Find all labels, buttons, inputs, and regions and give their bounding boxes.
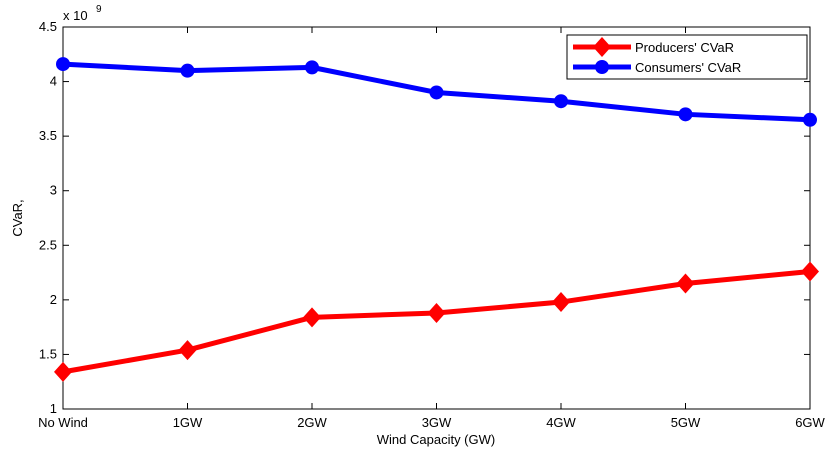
point [427,302,446,323]
x-tick-label: 6GW [795,415,825,430]
legend-marker [595,60,609,74]
legend-label: Consumers' CVaR [635,60,741,75]
x-tick-label: 4GW [546,415,576,430]
point [305,60,319,75]
point [178,340,197,361]
y-multiplier: x 10 [63,8,88,23]
x-tick-label: No Wind [38,415,88,430]
y-tick-label: 4.5 [39,19,57,34]
legend-label: Producers' CVaR [635,40,734,55]
point [678,107,693,122]
point [676,273,695,294]
y-tick-label: 2.5 [39,237,57,252]
point [803,112,817,127]
point [429,85,444,100]
point [54,361,72,382]
x-tick-label: 3GW [422,415,452,430]
y-multiplier-exponent: 9 [96,4,102,15]
y-tick-label: 1 [50,401,57,416]
y-tick-label: 3 [50,183,57,198]
x-tick-label: 1GW [173,415,203,430]
y-axis-label: CVaR, [10,199,25,236]
point [554,94,568,109]
legend-marker [593,37,611,57]
point [56,57,70,72]
point [801,261,819,282]
point [552,292,570,313]
point [180,63,195,78]
point [303,307,321,328]
y-tick-label: 2 [50,292,57,307]
y-tick-label: 1.5 [39,346,57,361]
y-tick-label: 3.5 [39,128,57,143]
x-tick-label: 5GW [671,415,701,430]
x-tick-label: 2GW [297,415,327,430]
x-axis-label: Wind Capacity (GW) [377,432,495,447]
y-tick-label: 4 [50,74,57,89]
